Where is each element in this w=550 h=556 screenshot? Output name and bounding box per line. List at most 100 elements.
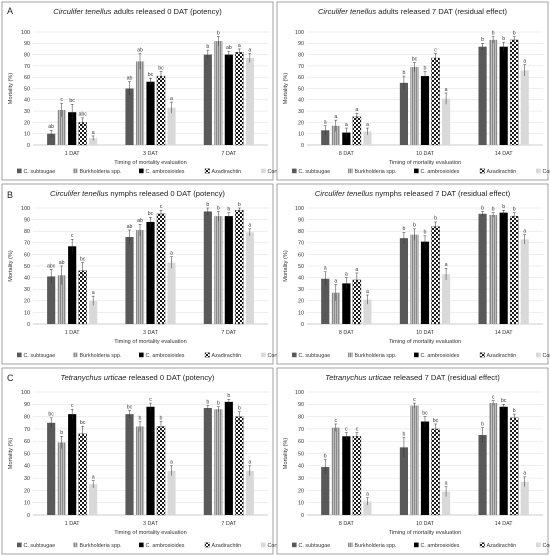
significance-letter: b bbox=[402, 70, 405, 76]
chart-panel-5: C Tetranychus urticae released 0 DAT (pot… bbox=[1, 367, 285, 555]
chart-title: Circulifer tenellus adults released 7 DA… bbox=[318, 7, 508, 16]
significance-letter: abc bbox=[47, 263, 56, 269]
y-tick-label: 30 bbox=[24, 109, 30, 115]
x-tick-label: 14 DAT bbox=[495, 521, 514, 527]
legend-label: Burkholderia spp. bbox=[80, 353, 122, 359]
bar bbox=[321, 130, 330, 145]
y-tick-label: 60 bbox=[298, 75, 304, 81]
legend-label: C. subtsugae bbox=[24, 353, 56, 359]
bar bbox=[363, 131, 372, 145]
y-tick-label: 60 bbox=[24, 439, 30, 445]
significance-letter: b bbox=[402, 226, 405, 232]
significance-letter: ab bbox=[127, 76, 133, 82]
bar bbox=[68, 112, 77, 145]
chart-title: Tetranychus urticae released 7 DAT (resi… bbox=[325, 373, 500, 382]
chart-title-species: Tetranychus urticae bbox=[61, 373, 127, 382]
significance-letter: bc bbox=[501, 398, 507, 404]
bar bbox=[431, 57, 440, 146]
bar bbox=[399, 447, 409, 515]
significance-letter: a bbox=[334, 114, 337, 120]
significance-letter: ab bbox=[127, 224, 133, 230]
bar bbox=[420, 421, 430, 515]
legend-label: Burkholderia spp. bbox=[80, 169, 122, 175]
y-axis-label: Mortality (%) bbox=[283, 438, 289, 470]
x-axis-label: Timing of mortality evaluation bbox=[389, 160, 462, 166]
bar bbox=[509, 39, 519, 146]
significance-letter: bc bbox=[48, 412, 54, 418]
significance-letter: b bbox=[513, 206, 516, 212]
bar bbox=[89, 138, 98, 145]
x-tick-label: 10 DAT bbox=[416, 330, 435, 336]
significance-letter: bc bbox=[69, 98, 75, 104]
significance-letter: b bbox=[481, 37, 484, 43]
significance-letter: b bbox=[206, 44, 209, 50]
significance-letter: b bbox=[206, 399, 209, 405]
bar bbox=[431, 428, 440, 516]
legend-label: Burkholderia spp. bbox=[355, 169, 397, 175]
legend-label: Azadirachtin bbox=[212, 543, 242, 549]
bar bbox=[399, 82, 409, 145]
bar bbox=[235, 210, 244, 325]
legend-swatch bbox=[292, 352, 297, 358]
legend-swatch bbox=[292, 542, 297, 548]
legend-label: Control bbox=[543, 543, 550, 549]
legend-swatch bbox=[261, 168, 266, 174]
bar bbox=[509, 417, 519, 516]
significance-letter: c bbox=[345, 426, 348, 432]
significance-letter: ab bbox=[226, 45, 232, 51]
legend-label: Burkholderia spp. bbox=[80, 543, 122, 549]
y-tick-label: 10 bbox=[24, 501, 30, 507]
chart-panel-2: Circulifer tenellus adults released 7 DA… bbox=[276, 1, 550, 181]
x-tick-label: 10 DAT bbox=[416, 151, 435, 157]
legend-label: C. ambrosioides bbox=[421, 169, 460, 175]
chart-title-species: Circulifer tenellus bbox=[53, 7, 111, 16]
significance-letter: a bbox=[355, 267, 358, 273]
y-tick-label: 80 bbox=[24, 229, 30, 235]
y-tick-label: 30 bbox=[298, 476, 304, 482]
y-tick-label: 20 bbox=[298, 120, 304, 126]
bar bbox=[68, 414, 77, 515]
y-tick-label: 0 bbox=[27, 143, 30, 149]
bar bbox=[520, 70, 529, 145]
significance-letter: c bbox=[60, 97, 63, 103]
bar bbox=[489, 214, 498, 324]
significance-letter: b bbox=[217, 205, 220, 211]
y-tick-label: 40 bbox=[298, 98, 304, 104]
y-tick-label: 10 bbox=[298, 132, 304, 138]
y-tick-label: 30 bbox=[298, 287, 304, 293]
bar bbox=[203, 54, 212, 145]
bar bbox=[352, 436, 362, 516]
y-tick-label: 40 bbox=[24, 464, 30, 470]
x-tick-label: 1 DAT bbox=[65, 151, 81, 157]
legend-label: Burkholderia spp. bbox=[355, 353, 397, 359]
chart-title-species: Circulifer tenellus bbox=[50, 189, 108, 198]
y-tick-label: 20 bbox=[24, 299, 30, 305]
chart-title-rest: released 7 DAT (residual effect) bbox=[391, 373, 500, 382]
significance-letter: a bbox=[170, 251, 173, 257]
significance-letter: a bbox=[248, 223, 251, 229]
chart-title-rest: adults released 7 DAT (residual effect) bbox=[376, 7, 507, 16]
y-tick-label: 50 bbox=[298, 86, 304, 92]
bar bbox=[331, 427, 340, 515]
bar bbox=[499, 406, 508, 515]
bar bbox=[125, 237, 134, 324]
y-tick-label: 60 bbox=[298, 252, 304, 258]
bar bbox=[342, 283, 351, 324]
legend-swatch bbox=[261, 352, 266, 358]
significance-letter: a bbox=[345, 271, 348, 277]
significance-letter: a bbox=[445, 262, 448, 268]
chart-title: Circulifer tenellus nymphs released 0 DA… bbox=[50, 189, 225, 198]
bar bbox=[214, 41, 223, 145]
significance-letter: c bbox=[71, 233, 74, 239]
bar bbox=[89, 484, 98, 515]
bar bbox=[420, 241, 430, 324]
y-tick-label: 0 bbox=[301, 322, 304, 328]
legend-label: C. subtsugae bbox=[299, 543, 331, 549]
legend-swatch bbox=[479, 168, 485, 174]
legend-label: Control bbox=[268, 353, 285, 359]
legend-label: Azadirachtin bbox=[487, 543, 517, 549]
y-tick-label: 100 bbox=[21, 30, 30, 36]
significance-letter: a bbox=[366, 492, 369, 498]
y-tick-label: 70 bbox=[298, 64, 304, 70]
y-tick-label: 100 bbox=[295, 30, 304, 36]
